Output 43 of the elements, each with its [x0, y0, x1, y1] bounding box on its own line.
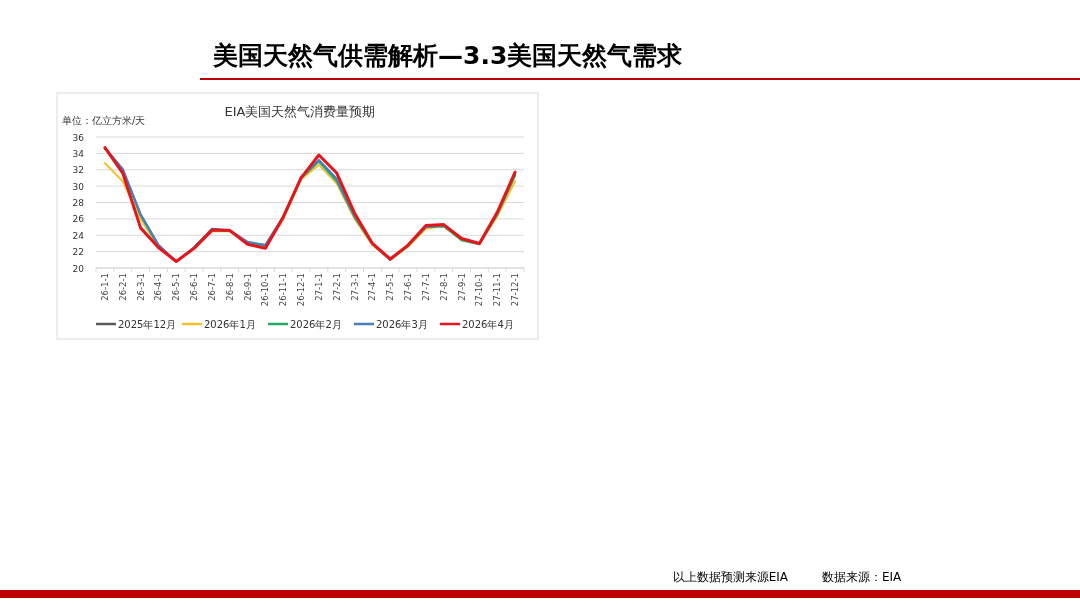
x-tick-label: 27-5-1	[385, 273, 396, 301]
text: 以上数据预测来源EIA	[672, 570, 789, 584]
legend-label: 2026年3月	[376, 318, 428, 330]
y-tick-label: 20	[72, 263, 85, 274]
y-tick-label: 28	[72, 198, 85, 208]
y-axis-title: 单位：亿立方米/天	[62, 115, 146, 126]
x-tick-label: 27-3-1	[349, 273, 360, 301]
x-tick-label: 26-4-1	[153, 273, 164, 301]
x-tick-label: 27-4-1	[367, 273, 378, 301]
legend-label: 2026年4月	[462, 318, 514, 330]
x-tick-label: 27-9-1	[456, 273, 467, 301]
legend-label: 2025年12月	[118, 318, 177, 330]
x-tick-label: 27-1-1	[313, 273, 324, 301]
x-tick-label: 26-9-1	[242, 273, 253, 301]
x-tick-label: 26-2-1	[117, 273, 128, 301]
y-tick-label: 24	[72, 230, 85, 241]
x-tick-label: 26-11-1	[278, 273, 289, 307]
x-tick-label: 27-6-1	[403, 273, 414, 301]
y-tick-label: 26	[72, 214, 85, 225]
legend-label: 2026年2月	[290, 318, 342, 330]
x-tick-label: 27-2-1	[331, 273, 342, 301]
legend-label: 2026年1月	[204, 318, 256, 330]
x-tick-label: 26-3-1	[135, 273, 146, 301]
y-tick-label: 36	[72, 132, 85, 143]
source-note: 数据来源：EIA	[822, 570, 903, 584]
x-tick-label: 26-6-1	[189, 273, 200, 301]
x-tick-label: 26-8-1	[224, 273, 235, 301]
y-tick-label: 34	[72, 148, 85, 159]
x-tick-label: 26-5-1	[171, 273, 182, 301]
x-tick-label: 26-1-1	[99, 273, 110, 301]
y-tick-label: 32	[72, 165, 84, 176]
y-tick-label: 22	[72, 247, 84, 258]
y-tick-label: 30	[72, 181, 85, 192]
x-tick-label: 26-10-1	[260, 273, 271, 307]
x-tick-label: 27-8-1	[438, 273, 449, 301]
x-tick-label: 27-7-1	[420, 273, 431, 301]
x-tick-label: 26-12-1	[296, 273, 307, 307]
x-tick-label: 27-12-1	[510, 273, 521, 307]
chart-title: EIA美国天然气消费量预期	[224, 104, 376, 119]
x-tick-label: 27-10-1	[474, 273, 485, 307]
x-tick-label: 26-7-1	[206, 273, 217, 301]
text: 美国天然气供需解析—3.3美国天然气需求	[212, 41, 684, 70]
x-tick-label: 27-11-1	[492, 273, 503, 307]
